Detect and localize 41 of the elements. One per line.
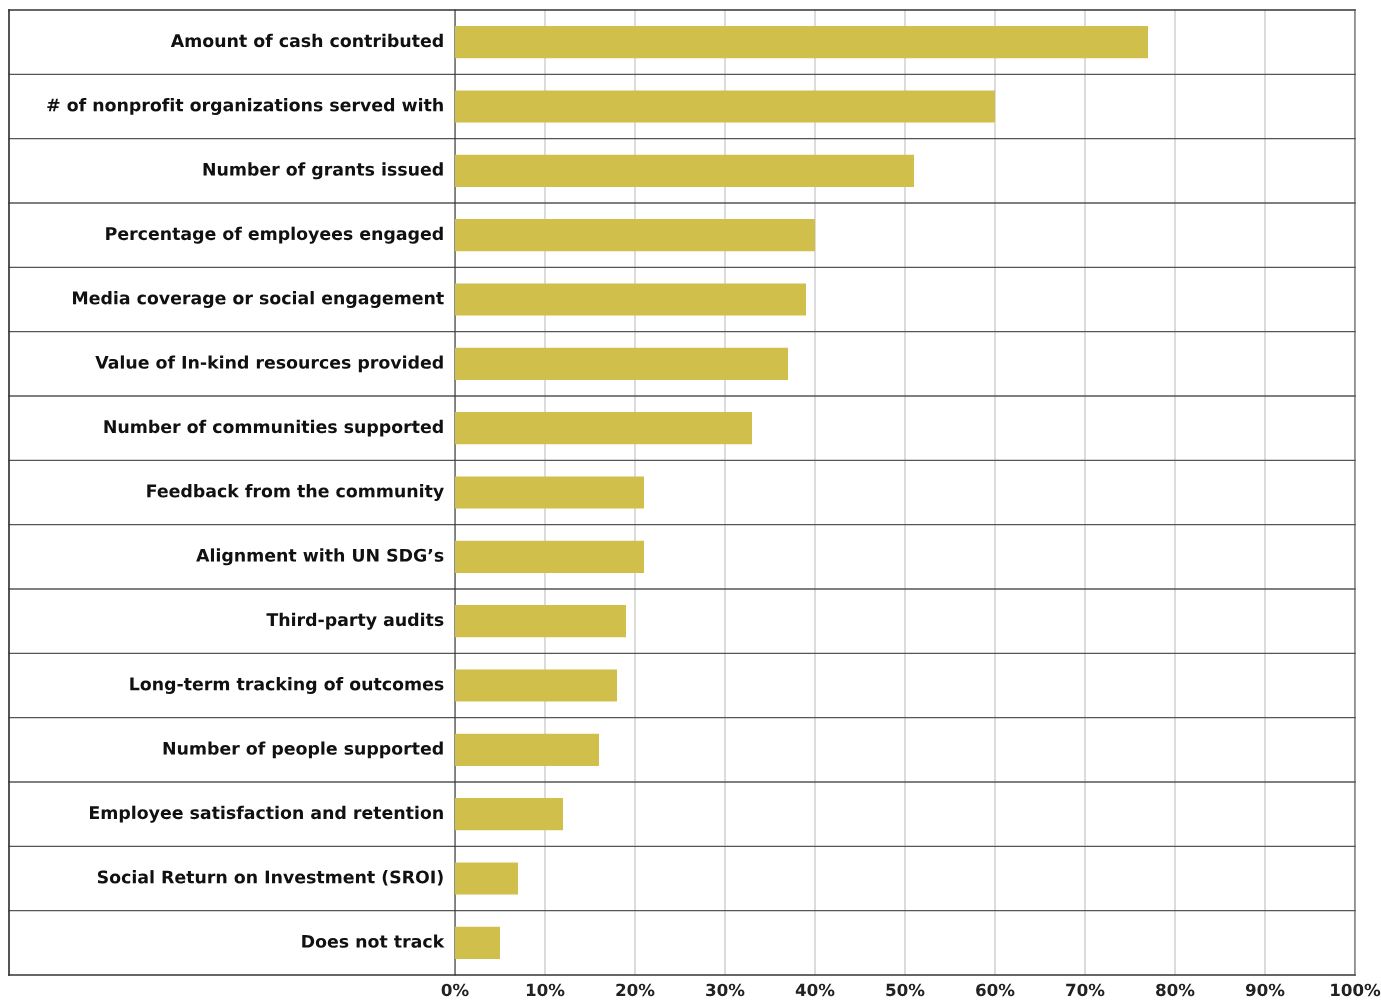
x-tick-label: 90% [1245, 983, 1285, 997]
bar [455, 733, 599, 766]
y-tick-label: Feedback from the community [147, 484, 444, 501]
bar [455, 798, 563, 831]
x-tick-label: 50% [886, 983, 925, 997]
x-tick-label: 80% [1156, 983, 1195, 997]
x-tick-label: 0% [441, 983, 469, 997]
bar [455, 154, 914, 187]
bar [455, 862, 518, 895]
x-tick-label: 20% [616, 983, 655, 997]
y-tick-label: Percentage of employees engaged [106, 226, 443, 244]
bar [455, 347, 788, 380]
y-tick-label: Amount of cash contributed [170, 33, 443, 48]
bar [455, 219, 815, 252]
bar [455, 540, 644, 573]
x-tick-label: 100% [1331, 983, 1381, 997]
bar [455, 605, 626, 638]
y-tick-label: Employee satisfaction and retention [90, 805, 443, 823]
y-tick-label: Social Return on Investment (SROI) [97, 870, 443, 886]
bar [455, 26, 1148, 59]
y-tick-label: Number of communities supported [104, 419, 443, 437]
bar [455, 669, 617, 702]
x-tick-label: 10% [526, 983, 565, 997]
y-tick-label: Number of grants issued [203, 162, 443, 180]
y-tick-label: Long-term tracking of outcomes [130, 677, 444, 694]
bar [455, 283, 806, 316]
y-tick-label: Number of people supported [163, 741, 443, 759]
y-tick-label: Third-party audits [266, 612, 444, 630]
bar [455, 412, 752, 445]
x-tick-label: 60% [976, 983, 1015, 997]
y-tick-label: Media coverage or social engagement [73, 291, 444, 308]
y-tick-label: # of nonprofit organizations served with [47, 98, 443, 115]
x-tick-label: 40% [795, 983, 835, 997]
x-tick-label: 70% [1066, 983, 1105, 997]
bar [455, 476, 644, 509]
x-tick-label: 30% [706, 983, 745, 997]
y-tick-label: Alignment with UN SDG’s [196, 548, 444, 566]
y-tick-label: Does not track [302, 934, 445, 948]
bar [455, 90, 995, 123]
bar [455, 926, 500, 959]
y-tick-label: Value of In-kind resources provided [95, 355, 443, 373]
